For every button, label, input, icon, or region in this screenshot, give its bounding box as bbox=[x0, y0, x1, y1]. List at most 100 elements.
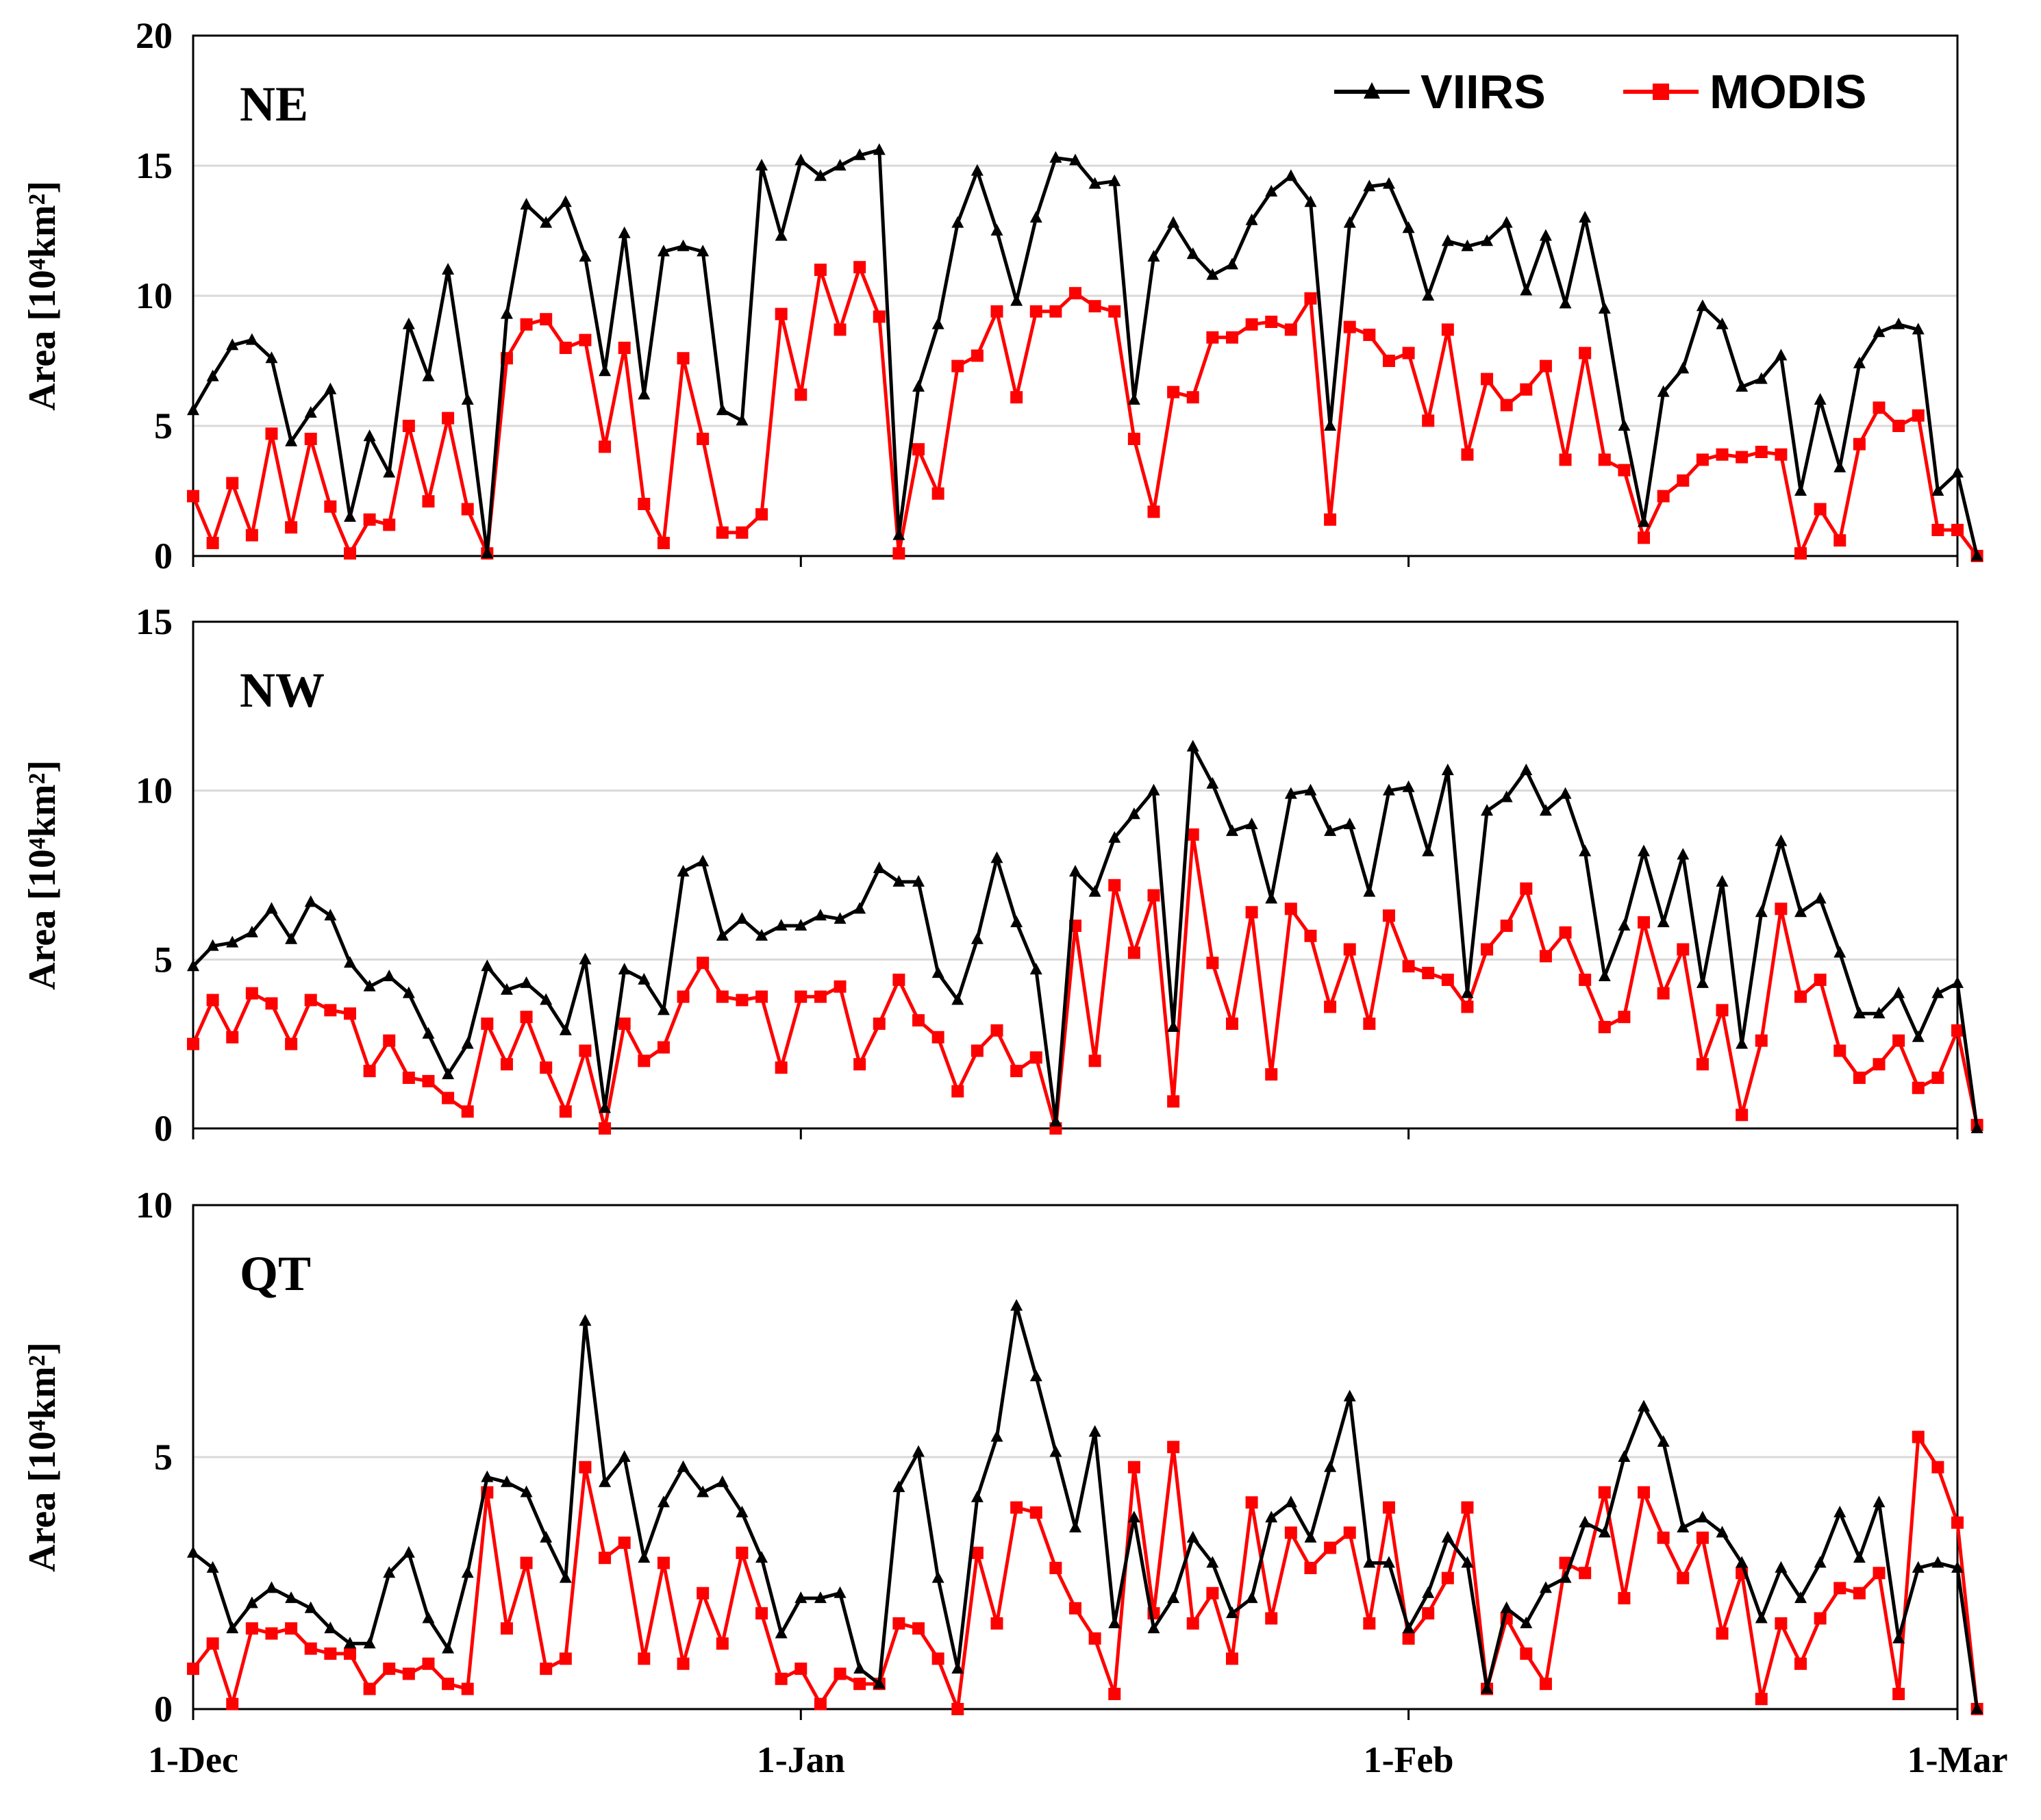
data-point-viirs bbox=[1481, 804, 1494, 816]
data-point-viirs bbox=[1127, 393, 1140, 405]
data-point-viirs bbox=[971, 164, 984, 176]
data-point-viirs bbox=[1892, 1631, 1905, 1643]
y-tick-label: 0 bbox=[154, 1108, 173, 1149]
data-point-modis bbox=[1677, 943, 1690, 956]
data-point-modis bbox=[1657, 490, 1670, 503]
panel-ne: 0 5 10 15 20 Area [10⁴km²] NE bbox=[21, 15, 1983, 577]
data-point-modis bbox=[834, 1667, 847, 1680]
data-point-viirs bbox=[1069, 865, 1081, 877]
data-point-viirs bbox=[1794, 484, 1807, 496]
data-point-viirs bbox=[755, 159, 768, 170]
data-point-modis bbox=[1265, 1612, 1278, 1625]
data-point-modis bbox=[736, 994, 749, 1007]
data-point-viirs bbox=[1657, 915, 1670, 928]
data-point-modis bbox=[1127, 433, 1140, 445]
data-point-viirs bbox=[226, 338, 239, 351]
panel-title: NE bbox=[240, 77, 308, 131]
data-point-viirs bbox=[1029, 1369, 1042, 1382]
data-point-modis bbox=[1696, 1058, 1709, 1071]
data-point-modis bbox=[1814, 1612, 1827, 1625]
data-point-viirs bbox=[1716, 317, 1729, 329]
data-point-viirs bbox=[559, 1023, 572, 1035]
data-point-viirs bbox=[1736, 1037, 1749, 1049]
data-point-modis bbox=[716, 990, 729, 1003]
data-point-viirs bbox=[1736, 1556, 1749, 1568]
data-point-viirs bbox=[1010, 294, 1023, 306]
data-point-viirs bbox=[245, 925, 258, 937]
data-point-viirs bbox=[814, 169, 827, 181]
data-point-modis bbox=[1422, 1607, 1435, 1620]
data-point-viirs bbox=[1245, 1591, 1258, 1604]
data-point-modis bbox=[500, 1622, 513, 1635]
data-point-modis bbox=[1069, 287, 1081, 300]
data-point-modis bbox=[1579, 1567, 1592, 1580]
data-point-viirs bbox=[755, 1551, 768, 1563]
data-point-viirs bbox=[618, 963, 631, 975]
data-point-viirs bbox=[442, 1067, 455, 1080]
data-point-modis bbox=[618, 1537, 631, 1550]
data-point-viirs bbox=[363, 1636, 376, 1649]
data-point-viirs bbox=[1500, 216, 1513, 228]
data-point-modis bbox=[1677, 1571, 1690, 1584]
legend-modis-label: MODIS bbox=[1710, 65, 1866, 118]
legend: VIIRS MODIS bbox=[1334, 65, 1866, 118]
data-point-viirs bbox=[1245, 818, 1258, 829]
data-point-modis bbox=[1343, 943, 1356, 956]
data-point-modis bbox=[363, 1065, 376, 1078]
data-point-viirs bbox=[677, 865, 690, 877]
data-point-modis bbox=[1892, 1687, 1905, 1700]
data-point-modis bbox=[716, 1637, 729, 1650]
data-point-modis bbox=[1265, 1068, 1278, 1081]
data-point-viirs bbox=[245, 333, 258, 345]
series-line-modis bbox=[192, 1435, 1979, 1711]
data-point-viirs bbox=[324, 382, 337, 394]
data-point-viirs bbox=[599, 1101, 612, 1113]
data-point-viirs bbox=[187, 1545, 199, 1558]
data-point-viirs bbox=[892, 874, 905, 887]
data-point-viirs bbox=[1284, 787, 1297, 799]
data-point-modis bbox=[990, 1617, 1003, 1630]
data-point-viirs bbox=[716, 1475, 729, 1487]
legend-modis-marker bbox=[1653, 84, 1669, 100]
data-point-modis bbox=[1186, 828, 1199, 841]
data-point-modis bbox=[1147, 505, 1160, 518]
x-tick-label: 1-Dec bbox=[148, 1739, 238, 1780]
data-point-modis bbox=[1029, 305, 1042, 318]
data-point-modis bbox=[1324, 1541, 1337, 1554]
y-tick-label: 15 bbox=[136, 145, 173, 186]
data-point-modis bbox=[1225, 1652, 1238, 1665]
data-point-modis bbox=[1481, 943, 1494, 956]
data-point-viirs bbox=[1049, 1445, 1062, 1457]
data-point-modis bbox=[402, 1072, 415, 1084]
data-point-viirs bbox=[1382, 177, 1395, 189]
data-point-modis bbox=[579, 1044, 592, 1057]
data-point-viirs bbox=[324, 1621, 337, 1634]
data-point-viirs bbox=[657, 1003, 670, 1015]
data-point-viirs bbox=[677, 1460, 690, 1472]
data-point-modis bbox=[187, 490, 199, 503]
data-point-modis bbox=[1304, 1561, 1317, 1574]
data-point-viirs bbox=[402, 317, 415, 329]
data-point-viirs bbox=[794, 1591, 807, 1604]
data-point-modis bbox=[1833, 1582, 1846, 1595]
data-point-modis bbox=[814, 990, 827, 1003]
panel-title: QT bbox=[240, 1246, 311, 1301]
data-point-modis bbox=[1618, 464, 1631, 477]
data-point-viirs bbox=[657, 1495, 670, 1508]
data-point-viirs bbox=[834, 159, 847, 170]
data-point-modis bbox=[1696, 1531, 1709, 1544]
data-point-viirs bbox=[736, 912, 749, 924]
y-axis-label: Area [10⁴km²] bbox=[21, 181, 64, 411]
data-point-viirs bbox=[1147, 783, 1160, 796]
data-point-viirs bbox=[579, 952, 592, 965]
y-tick-label: 0 bbox=[154, 535, 173, 577]
data-point-viirs bbox=[1539, 1581, 1552, 1593]
data-point-modis bbox=[324, 1004, 337, 1017]
data-point-modis bbox=[226, 1031, 239, 1044]
data-point-modis bbox=[1127, 1461, 1140, 1474]
data-point-modis bbox=[540, 313, 553, 326]
data-point-modis bbox=[1049, 305, 1062, 318]
data-point-viirs bbox=[324, 909, 337, 921]
data-point-modis bbox=[1598, 1486, 1611, 1499]
data-point-modis bbox=[1775, 902, 1788, 915]
